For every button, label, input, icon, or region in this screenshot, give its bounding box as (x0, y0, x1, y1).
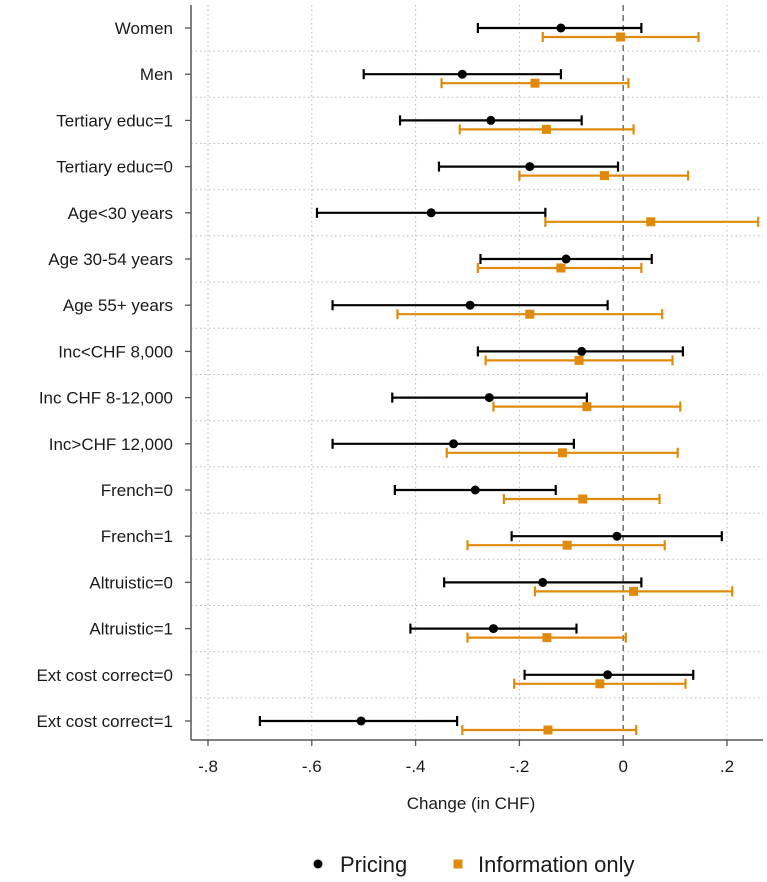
series-1 (396, 32, 760, 735)
legend-marker (453, 859, 463, 869)
x-tick-label: .2 (720, 757, 734, 776)
category-label: French=0 (101, 481, 173, 500)
legend: Pricing Information only (313, 852, 635, 877)
point-estimate (612, 531, 622, 541)
point-estimate (525, 309, 535, 319)
category-label: Altruistic=1 (89, 620, 173, 639)
point-estimate (448, 439, 458, 449)
point-estimate (561, 254, 571, 264)
point-estimate (488, 624, 498, 634)
point-estimate (426, 208, 436, 218)
category-label: Women (115, 19, 173, 38)
point-estimate (486, 115, 496, 125)
series-0 (258, 23, 723, 726)
point-estimate (646, 217, 656, 227)
x-tick-label: 0 (618, 757, 627, 776)
x-axis-title: Change (in CHF) (407, 794, 536, 813)
grid (191, 5, 763, 740)
x-tick-label: -.6 (302, 757, 322, 776)
point-estimate (525, 162, 535, 172)
point-estimate (629, 586, 639, 596)
category-label: Tertiary educ=1 (56, 111, 173, 130)
point-estimate (616, 32, 626, 42)
category-label: Ext cost correct=0 (36, 666, 173, 685)
x-tick-label: -.8 (198, 757, 218, 776)
category-label: Inc<CHF 8,000 (58, 342, 173, 361)
category-label: Ext cost correct=1 (36, 712, 173, 731)
x-tick-label: -.4 (406, 757, 426, 776)
point-estimate (557, 448, 567, 458)
point-estimate (582, 402, 592, 412)
category-label: Inc>CHF 12,000 (49, 435, 173, 454)
legend-label: Pricing (340, 852, 407, 877)
axes (185, 5, 763, 746)
point-estimate (541, 124, 551, 134)
point-estimate (543, 725, 553, 735)
category-label: Inc CHF 8-12,000 (39, 389, 173, 408)
point-estimate (574, 355, 584, 365)
point-estimate (465, 300, 475, 310)
point-estimate (578, 494, 588, 504)
point-estimate (556, 263, 566, 273)
category-label: Age 30-54 years (48, 250, 173, 269)
point-estimate (484, 393, 494, 403)
point-estimate (595, 679, 605, 689)
point-estimate (530, 78, 540, 88)
category-label: Age 55+ years (63, 296, 173, 315)
category-label: French=1 (101, 527, 173, 546)
point-estimate (356, 716, 366, 726)
category-label: Men (140, 65, 173, 84)
point-estimate (457, 69, 467, 79)
point-estimate (603, 670, 613, 680)
point-estimate (542, 633, 552, 643)
category-label: Tertiary educ=0 (56, 158, 173, 177)
category-label: Age<30 years (68, 204, 173, 223)
x-tick-labels: -.8 -.6 -.4 -.2 0 .2 (198, 757, 734, 776)
point-estimate (470, 485, 480, 495)
legend-marker (313, 859, 323, 869)
point-estimate (538, 577, 548, 587)
category-labels: Women Men Tertiary educ=1 Tertiary educ=0 Ag… (36, 19, 173, 731)
series-layer (258, 23, 760, 735)
point-estimate (577, 346, 587, 356)
category-label: Altruistic=0 (89, 573, 173, 592)
x-tick-label: -.2 (509, 757, 529, 776)
legend-label: Information only (478, 852, 635, 877)
point-estimate (556, 23, 566, 33)
point-estimate (562, 540, 572, 550)
point-estimate (600, 171, 610, 181)
